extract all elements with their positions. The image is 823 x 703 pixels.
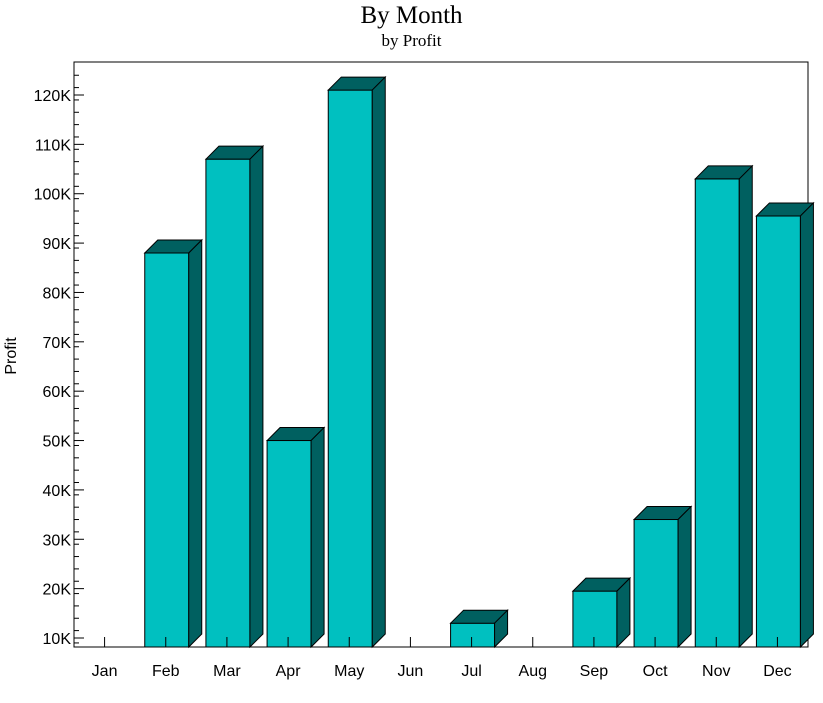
x-tick-label: Jul <box>461 663 481 680</box>
bar-jul <box>449 608 509 649</box>
y-tick-label: 80K <box>43 285 72 302</box>
chart-title: By Month <box>360 2 463 29</box>
bar-nov <box>694 164 754 649</box>
bar-sep <box>571 576 632 649</box>
bar-front <box>572 590 618 648</box>
bar-feb <box>143 238 203 649</box>
bar-side <box>799 201 814 649</box>
x-tick-label: Jun <box>398 663 424 680</box>
bar-oct <box>632 505 693 649</box>
bar-side <box>249 144 264 649</box>
bar-front <box>450 622 496 648</box>
y-tick-label: 20K <box>43 582 72 599</box>
y-tick-label: 40K <box>43 483 72 500</box>
bar-mar <box>204 144 265 649</box>
chart-subtitle: by Profit <box>381 31 442 50</box>
bar-front <box>266 440 312 648</box>
bar-front <box>633 519 679 648</box>
bar-front <box>694 178 740 648</box>
bar-side <box>188 238 203 649</box>
bar-front <box>205 158 251 648</box>
y-tick-label: 90K <box>43 236 72 253</box>
y-tick-label: 110K <box>35 137 72 154</box>
bar-side <box>616 576 631 649</box>
y-tick-label: 30K <box>43 532 72 549</box>
bar-side <box>371 75 386 649</box>
y-axis-label: Profit <box>3 337 20 375</box>
x-tick-label: May <box>334 663 364 680</box>
y-tick-label: 10K <box>43 631 72 648</box>
y-tick-label: 60K <box>43 384 72 401</box>
bar-side <box>310 426 325 649</box>
bar-front <box>755 215 801 648</box>
bar-front <box>144 252 190 648</box>
bar-may <box>327 75 387 649</box>
bar-side <box>494 608 509 649</box>
x-tick-label: Sep <box>580 663 609 680</box>
x-tick-label: Oct <box>643 663 668 680</box>
bar-side <box>677 505 692 649</box>
y-tick-label: 70K <box>43 335 72 352</box>
x-tick-label: Mar <box>213 663 241 680</box>
y-tick-label: 100K <box>34 187 72 204</box>
y-tick-label: 50K <box>43 434 72 451</box>
bar-dec <box>755 201 815 649</box>
x-tick-label: Feb <box>152 663 180 680</box>
y-tick-label: 120K <box>34 88 72 105</box>
x-tick-label: Aug <box>519 663 547 680</box>
x-tick-label: Dec <box>763 663 791 680</box>
x-tick-label: Nov <box>702 663 730 680</box>
bar-front <box>327 89 373 648</box>
bar-apr <box>265 426 326 649</box>
x-tick-label: Jan <box>92 663 118 680</box>
bar-side <box>738 164 753 649</box>
x-tick-label: Apr <box>276 663 302 680</box>
